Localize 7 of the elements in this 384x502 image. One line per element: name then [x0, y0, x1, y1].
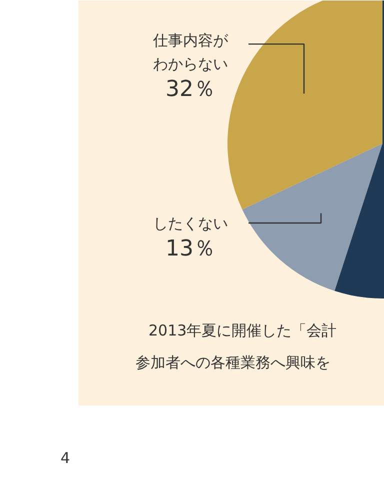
- slice-label: 仕事内容がわからない: [152, 32, 229, 74]
- slice-label: したくない: [153, 214, 228, 233]
- text: 4: [60, 449, 70, 467]
- text: 参加者への各種業務へ興味を: [136, 354, 330, 372]
- data-label: 13％: [166, 236, 216, 262]
- data-label: 32％: [166, 77, 216, 102]
- text: 2013年夏に開催した「会計: [148, 322, 337, 340]
